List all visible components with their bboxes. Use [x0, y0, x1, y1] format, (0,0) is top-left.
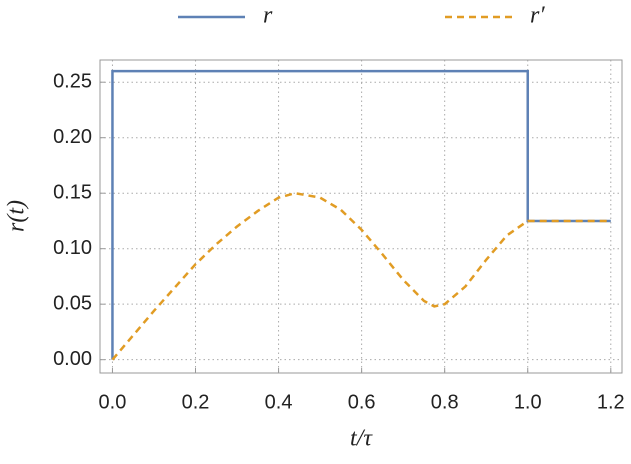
- legend-label: r′: [530, 3, 545, 29]
- legend-label: r: [263, 3, 273, 29]
- y-tick-label: 0.05: [53, 292, 92, 314]
- x-tick-label: 0.2: [182, 391, 210, 413]
- x-tick-label: 0.0: [99, 391, 127, 413]
- x-tick-label: 0.4: [265, 391, 293, 413]
- x-axis-label: t/τ: [350, 426, 373, 452]
- x-tick-label: 0.8: [431, 391, 459, 413]
- y-axis-label: r(t): [4, 200, 30, 232]
- y-tick-label: 0.10: [53, 237, 92, 259]
- y-tick-label: 0.20: [53, 126, 92, 148]
- y-tick-label: 0.25: [53, 70, 92, 92]
- x-tick-label: 0.6: [348, 391, 376, 413]
- x-tick-label: 1.2: [597, 391, 625, 413]
- y-tick-label: 0.00: [53, 348, 92, 370]
- plot-frame: [99, 59, 623, 374]
- x-tick-label: 1.0: [514, 391, 542, 413]
- series-line: [111, 191, 611, 361]
- y-tick-label: 0.15: [53, 181, 92, 203]
